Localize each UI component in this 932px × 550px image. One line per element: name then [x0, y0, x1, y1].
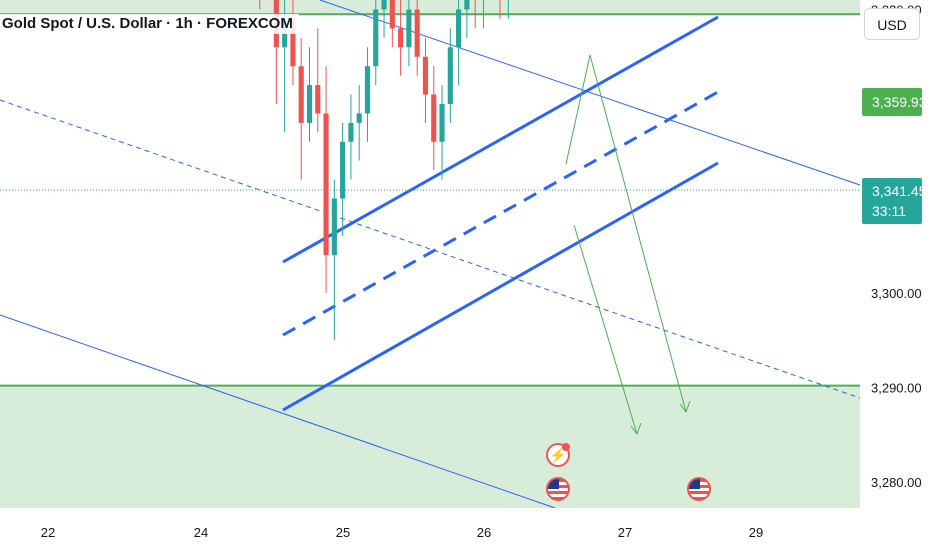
time-tick-label: 24 [194, 525, 208, 540]
time-tick-label: 26 [477, 525, 491, 540]
candle [439, 85, 445, 180]
target-price-tag: 3,359.93 [862, 88, 927, 116]
candle-body [323, 113, 329, 256]
candle-body [447, 47, 453, 104]
lightning-icon[interactable]: ⚡ [546, 443, 570, 467]
candle-body [340, 141, 346, 199]
candle [472, 0, 478, 29]
us-flag-icon[interactable] [687, 477, 711, 501]
candle-body [373, 9, 379, 67]
time-tick-label: 25 [336, 525, 350, 540]
candle-body [364, 66, 371, 114]
flag-canton [548, 479, 559, 489]
candle [373, 0, 379, 86]
candle [381, 0, 387, 38]
price-tick-label: 3,280.00 [871, 475, 922, 490]
projection-arrowhead [679, 400, 691, 414]
notification-dot [562, 443, 570, 451]
candle-body [456, 9, 462, 48]
candle [497, 0, 503, 19]
candle-body [431, 94, 437, 142]
price-axis-bg [860, 0, 932, 550]
candle [348, 94, 354, 180]
candle [364, 47, 371, 142]
ascending-channel-upper [282, 15, 719, 264]
candle [323, 66, 329, 293]
candle [406, 0, 412, 67]
candle-body [290, 18, 296, 67]
candle [431, 66, 437, 171]
candles-layer [259, 0, 559, 341]
candle-body [356, 113, 362, 123]
time-tick-label: 22 [41, 525, 55, 540]
candle [456, 0, 462, 86]
candle-body [298, 66, 304, 123]
time-axis-bg [0, 508, 860, 550]
candle [447, 28, 453, 123]
candle-body [306, 85, 313, 123]
candle [340, 122, 346, 237]
zone-fill [0, 385, 860, 511]
flag-canton [689, 479, 700, 489]
time-tick-label: 27 [618, 525, 632, 540]
candle [298, 37, 304, 180]
bar-countdown: 33:11 [872, 203, 906, 219]
descending-channel-lower [0, 314, 556, 509]
candle [505, 0, 511, 19]
time-axis: 22 24 25 26 27 29 [0, 508, 860, 550]
us-flag-icon[interactable] [546, 477, 570, 501]
candle-body [464, 0, 470, 10]
candle [331, 179, 337, 341]
candle-body [406, 9, 412, 48]
time-tick-label: 29 [749, 525, 763, 540]
ascending-channel-lower [282, 161, 719, 412]
candle-body [381, 0, 387, 10]
descending-channel-middle [0, 99, 861, 399]
candle-body [389, 0, 395, 29]
candle-body [331, 198, 337, 256]
candle-body [348, 122, 354, 142]
candle-body [398, 28, 404, 48]
zones-layer [0, 0, 860, 512]
candle [414, 0, 420, 76]
candle-body [422, 56, 429, 95]
currency-button[interactable]: USD [864, 8, 920, 40]
projection-arrowhead [630, 422, 642, 436]
candle [389, 0, 395, 48]
current-price-tag: 3,341.45 33:11 [862, 178, 927, 224]
candle [306, 47, 313, 142]
projection-path [573, 224, 638, 435]
candle [480, 0, 487, 29]
ascending-channel-middle [282, 90, 719, 337]
current-price-value: 3,341.45 [872, 183, 927, 199]
candle [464, 0, 470, 38]
candle-body [439, 104, 445, 142]
projection-path [565, 54, 687, 413]
price-axis: 3,280.003,290.003,300.003,310.003,320.00… [860, 0, 932, 550]
zone-fill [0, 0, 860, 15]
candle [356, 85, 362, 161]
symbol-title[interactable]: Gold Spot / U.S. Dollar · 1h · FOREXCOM [0, 14, 299, 34]
price-tick-label: 3,300.00 [871, 286, 922, 301]
candle [422, 37, 429, 123]
candle [398, 0, 404, 76]
candle-body [315, 85, 321, 114]
candle [315, 28, 321, 133]
candle-body [414, 9, 420, 57]
price-tick-label: 3,290.00 [871, 381, 922, 396]
